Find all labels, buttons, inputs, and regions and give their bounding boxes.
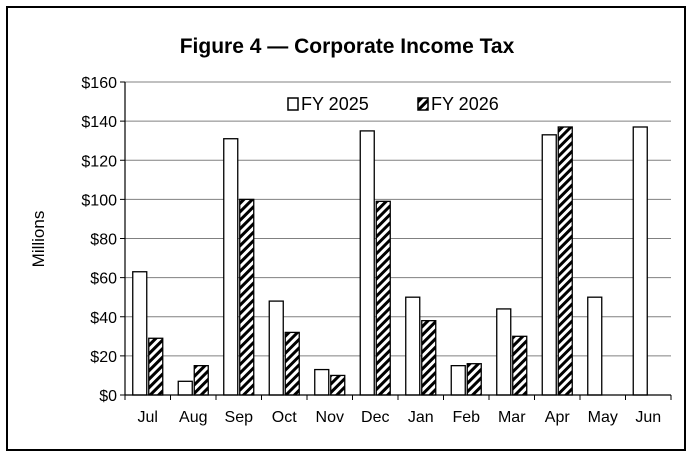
x-tick-label: Feb (452, 409, 480, 426)
bar-fy-2025-jun (632, 126, 648, 396)
x-tick-label: Jul (138, 409, 158, 426)
bar-fy-2025-may (587, 296, 603, 396)
y-tick-label: $80 (90, 232, 117, 249)
bar-fy-2025-dec (359, 130, 375, 396)
legend-swatch-fy-2026 (417, 97, 429, 111)
y-tick-label: $0 (99, 388, 117, 405)
bar-fy-2026-oct (284, 331, 300, 396)
bar-fy-2026-aug (193, 365, 209, 396)
bar-fy-2025-feb (450, 365, 466, 396)
legend-label-fy-2026: FY 2026 (431, 94, 499, 114)
x-tick-label: Dec (361, 409, 389, 426)
bar-fy-2025-nov (314, 368, 330, 396)
x-tick-label: Jan (408, 409, 434, 426)
x-tick-label: Mar (498, 409, 526, 426)
bar-fy-2025-mar (496, 308, 512, 396)
x-tick-label: Nov (316, 409, 344, 426)
legend: FY 2025 FY 2026 (287, 94, 499, 114)
x-tick-label: Oct (272, 409, 297, 426)
bar-fy-2025-sep (223, 138, 239, 396)
bar-fy-2026-apr (557, 126, 573, 396)
bar-fy-2026-nov (330, 374, 346, 396)
y-tick-label: $160 (81, 75, 117, 92)
bar-fy-2026-sep (239, 198, 255, 396)
y-tick-label: $20 (90, 349, 117, 366)
x-tick-label: Apr (545, 409, 571, 426)
x-tick-label: May (588, 409, 618, 426)
bar-fy-2026-jan (421, 320, 437, 396)
bar-fy-2026-feb (466, 363, 482, 396)
bar-fy-2026-mar (512, 335, 528, 396)
y-tick-label: $120 (81, 153, 117, 170)
y-axis-title: Millions (29, 211, 48, 268)
bar-fy-2025-jul (132, 271, 148, 396)
y-tick-label: $40 (90, 310, 117, 327)
x-tick-label: Aug (179, 409, 207, 426)
bar-fy-2025-oct (268, 300, 284, 396)
gridlines (125, 81, 671, 357)
y-axis-ticks: $0 $20 $40 $60 $80 $100 $120 $140 $160 (81, 75, 125, 405)
x-tick-label: Sep (225, 409, 254, 426)
bar-fy-2025-apr (541, 134, 557, 396)
y-tick-label: $100 (81, 192, 117, 209)
bar-fy-2026-dec (375, 200, 391, 396)
y-tick-label: $60 (90, 271, 117, 288)
bar-fy-2025-aug (177, 380, 193, 396)
bars (132, 126, 648, 396)
x-axis-ticks: Jul Aug Sep Oct Nov Dec Jan Feb Mar Apr May Jun (124, 395, 672, 426)
x-tick-label: Jun (635, 409, 661, 426)
legend-label-fy-2025: FY 2025 (301, 94, 369, 114)
axes (124, 82, 671, 396)
bar-fy-2026-jul (148, 337, 164, 396)
chart-title: Figure 4 — Corporate Income Tax (180, 35, 515, 58)
y-tick-label: $140 (81, 114, 117, 131)
legend-swatch-fy-2025 (287, 97, 299, 111)
bar-fy-2025-jan (405, 296, 421, 396)
